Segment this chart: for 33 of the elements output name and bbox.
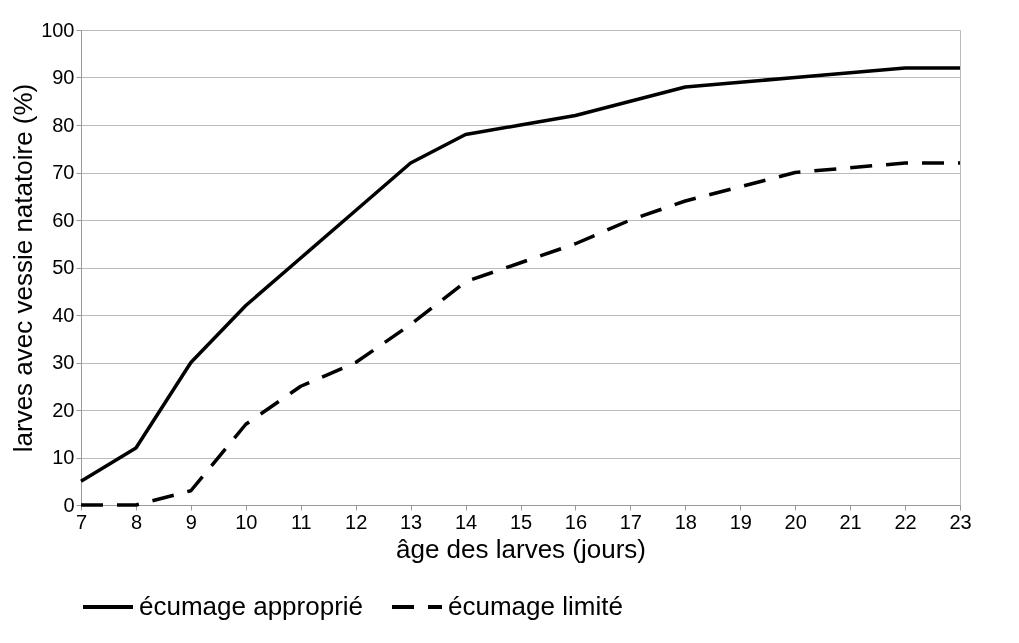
y-tick-label: 60 (52, 208, 75, 231)
line-series (79, 66, 962, 483)
x-tick-label: 7 (75, 510, 88, 533)
x-tick-label: 11 (290, 510, 312, 533)
y-tick-label: 100 (41, 18, 75, 41)
x-tick-label: 17 (619, 510, 642, 533)
y-tick-label: 70 (52, 161, 75, 183)
y-tick-label: 20 (52, 398, 75, 421)
x-tick-label: 8 (130, 510, 142, 533)
x-tick-label: 16 (564, 510, 588, 533)
y-tick-label: 40 (52, 303, 75, 326)
x-tick-label: 22 (894, 510, 917, 533)
x-axis-title: âge des larves (jours) (396, 533, 646, 564)
y-tick-label: 90 (52, 66, 75, 88)
x-tick-label: 18 (674, 510, 697, 533)
x-tick-label: 10 (235, 510, 258, 533)
legend-label: écumage limité (448, 591, 623, 621)
x-tick-label: 20 (784, 510, 807, 533)
y-tick-label: 30 (52, 351, 75, 373)
x-tick-label: 19 (729, 510, 752, 533)
x-tick-label: 9 (185, 510, 197, 533)
x-tick-label: 13 (400, 510, 423, 533)
x-tick-label: 21 (839, 510, 862, 533)
y-tick-label: 10 (52, 446, 75, 468)
y-tick-label: 80 (52, 113, 75, 136)
y-tick-label: 50 (52, 256, 75, 278)
x-tick-label: 12 (345, 510, 368, 533)
legend-label: écumage approprié (139, 591, 364, 621)
y-tick-label: 0 (63, 493, 75, 516)
x-tick-label: 23 (949, 510, 972, 533)
y-axis-title: larves avec vessie natatoire (%) (8, 83, 39, 453)
x-tick-label: 14 (454, 510, 478, 533)
x-tick-label: 15 (509, 510, 533, 533)
